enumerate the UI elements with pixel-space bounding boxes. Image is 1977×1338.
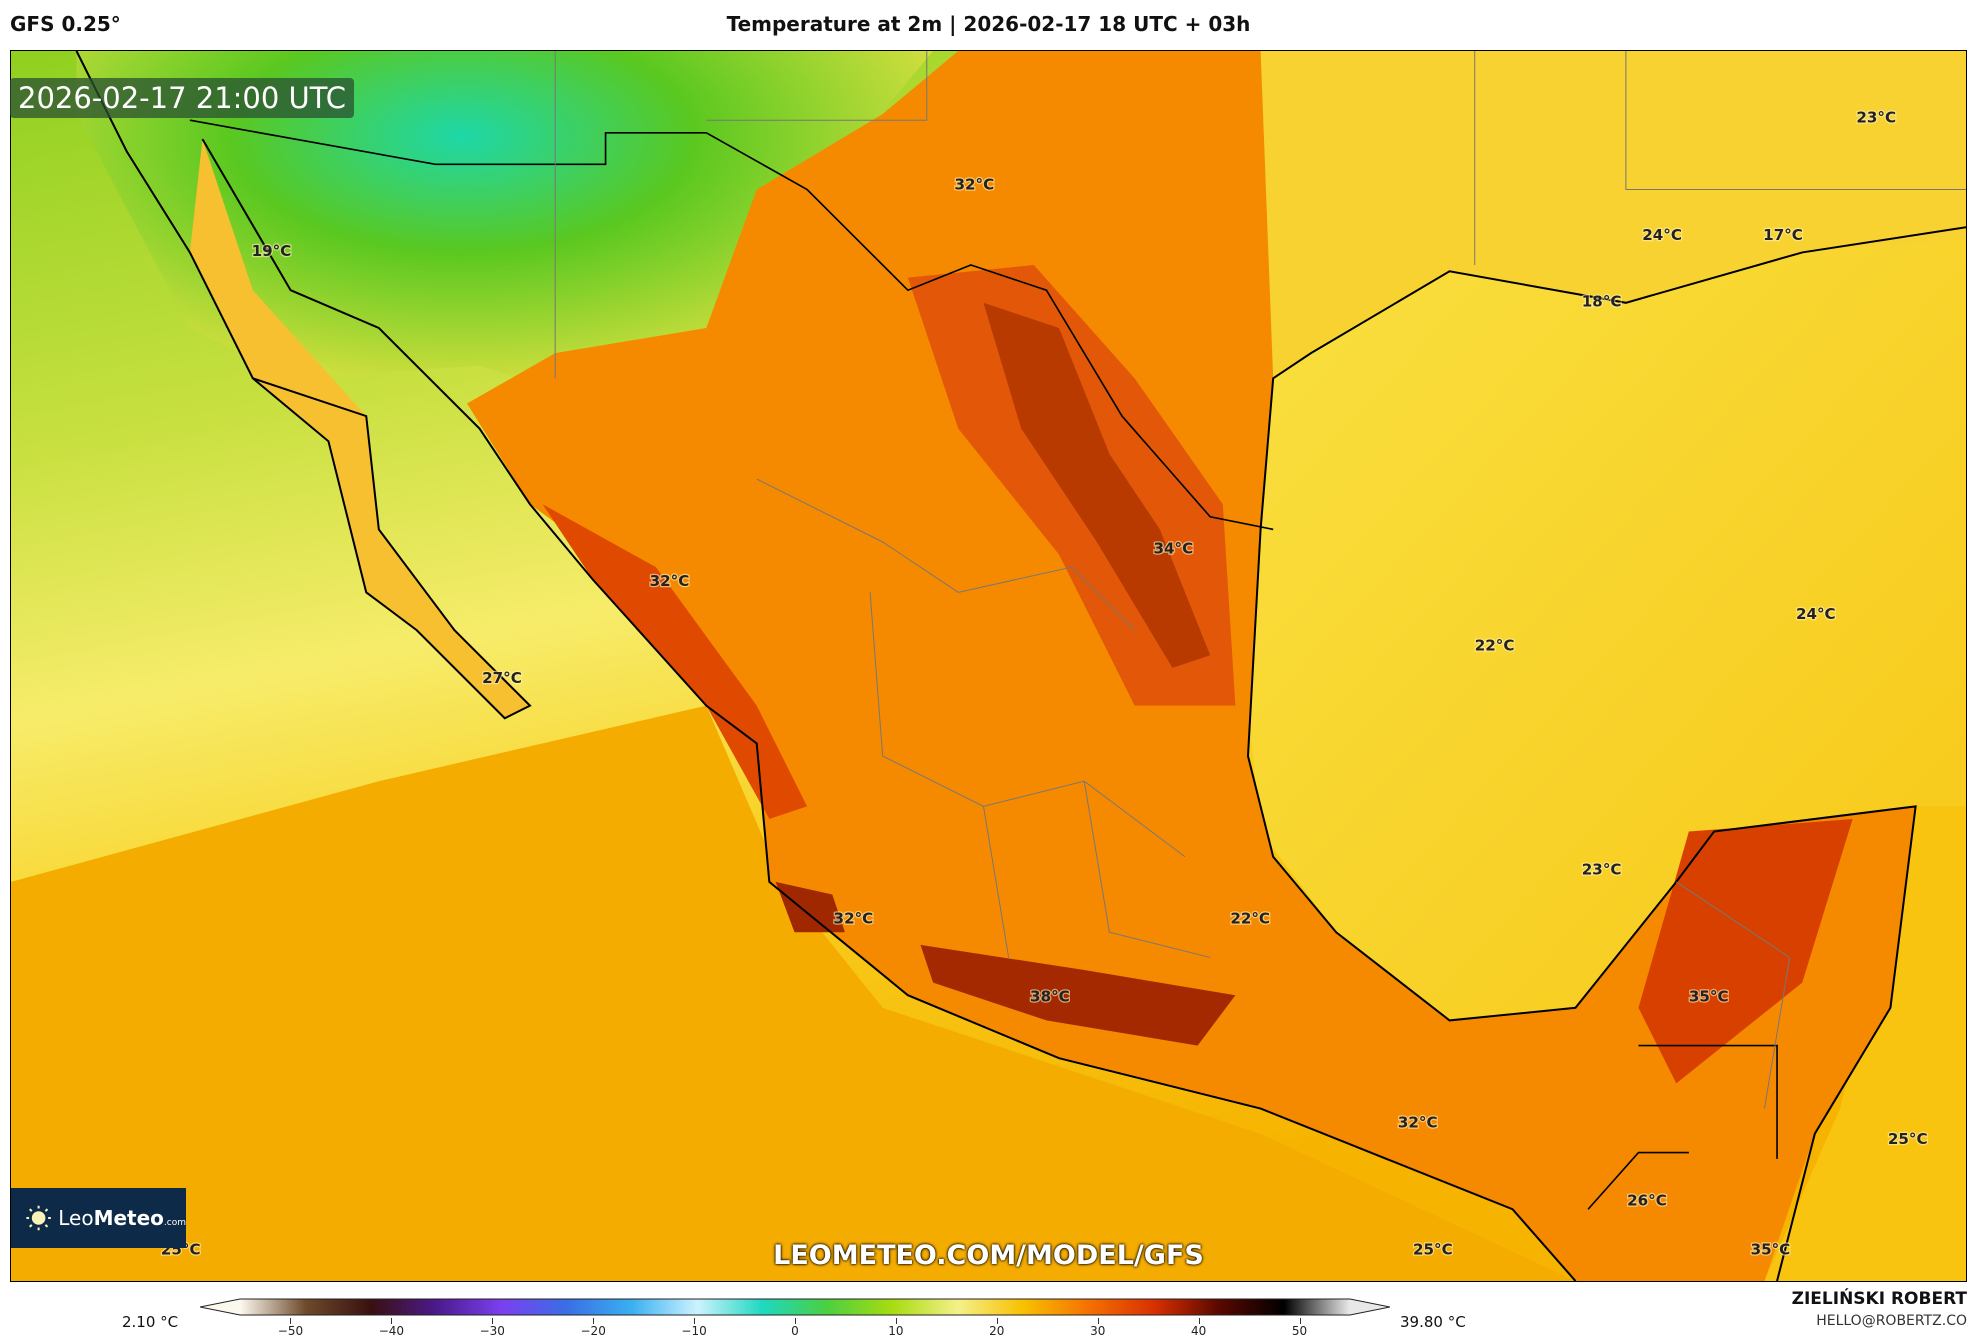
colorbar-tick-label: −30 [479,1324,505,1338]
temperature-label: 25°C [1413,1241,1453,1259]
temperature-label: 24°C [1796,605,1836,623]
colorbar-tick-mark [593,1318,595,1324]
colorbar-tick-mark [1097,1318,1099,1324]
valid-time-badge: 2026-02-17 21:00 UTC [10,78,355,118]
colorbar-tick-mark [694,1318,696,1324]
colorbar-tick-label: 50 [1291,1324,1308,1338]
temperature-map: 23°C 32°C 19°C 24°C 17°C 18°C 34°C 32°C … [10,50,1967,1282]
colorbar-tick-label: −40 [378,1324,405,1338]
colorbar-tick-label: 30 [1090,1324,1106,1338]
temperature-label: 22°C [1230,909,1270,927]
us-east [1260,51,1966,379]
colorbar-tick-label: −20 [580,1324,606,1338]
hot-core-yucatan [1638,818,1853,1084]
colorbar [200,1298,1390,1316]
temperature-label: 35°C [1751,1241,1791,1259]
logo-text: LeoMeteo.com [58,1206,186,1230]
colorbar-tick-mark [1299,1318,1301,1324]
colorbar-tick-label: −10 [681,1324,707,1338]
temperature-label: 18°C [1582,293,1622,311]
colorbar-min-value: 2.10 °C [122,1313,179,1331]
pacific-warm-zone [11,705,1576,1281]
author-name: ZIELIŃSKI ROBERT [1791,1289,1967,1309]
temperature-label: 24°C [1642,226,1682,244]
colorbar-tick-label: 40 [1190,1324,1207,1338]
colorbar-tick-mark [290,1318,292,1324]
colorbar-tick-mark [996,1318,998,1324]
temperature-label: 32°C [954,175,994,193]
hot-core-west-coast [542,504,808,819]
colorbar-max-value: 39.80 °C [1400,1313,1466,1331]
map-title: Temperature at 2m | 2026-02-17 18 UTC + … [726,12,1251,36]
colorbar-tick-mark [492,1318,494,1324]
colorbar-bar [200,1298,1390,1316]
hot-core-south [920,944,1236,1046]
temperature-label: 25°C [1888,1130,1928,1148]
temperature-label: 32°C [650,572,690,590]
temperature-label: 32°C [1398,1113,1438,1131]
temperature-label: 22°C [1475,636,1515,654]
colorbar-tick-label: −50 [277,1324,304,1338]
colorbar-tick-label: 20 [989,1324,1005,1338]
model-name: GFS 0.25° [10,12,121,36]
leometeo-logo[interactable]: LeoMeteo.com [11,1188,186,1248]
colorbar-tick-mark [391,1318,393,1324]
sun-icon [26,1205,51,1231]
logo-text-suffix: .com [163,1218,186,1228]
international-border [189,119,1778,1210]
logo-text-bold: Meteo [93,1206,164,1230]
temperature-label: 34°C [1154,539,1194,557]
state-borders [554,51,1966,1109]
temperature-label: 38°C [1030,988,1070,1006]
colorbar-tick-label: 0 [791,1324,799,1338]
temperature-label: 17°C [1763,226,1803,244]
gulf-of-mexico [1247,239,1966,1021]
colorbar-tick-mark [1198,1318,1200,1324]
baja-california [189,139,530,719]
temperature-label: 27°C [482,669,522,687]
temperature-label: 19°C [252,242,292,260]
colorbar-tick-label: 10 [888,1324,904,1338]
hot-core-north [983,302,1211,668]
temperature-label: 23°C [1856,109,1896,127]
watermark-url: LEOMETEO.COM/MODEL/GFS [773,1240,1204,1271]
temperature-label: 23°C [1582,860,1622,878]
temperature-label: 35°C [1689,988,1729,1006]
temperature-label: 32°C [834,909,874,927]
colorbar-tick-mark [795,1318,796,1324]
hot-core-jalisco [775,881,845,933]
colorbar-tick-mark [895,1318,897,1324]
logo-text-light: Leo [58,1206,94,1230]
coastline [75,51,1966,1281]
author-email[interactable]: HELLO@ROBERTZ.CO [1816,1313,1967,1329]
temperature-label: 26°C [1627,1191,1667,1209]
